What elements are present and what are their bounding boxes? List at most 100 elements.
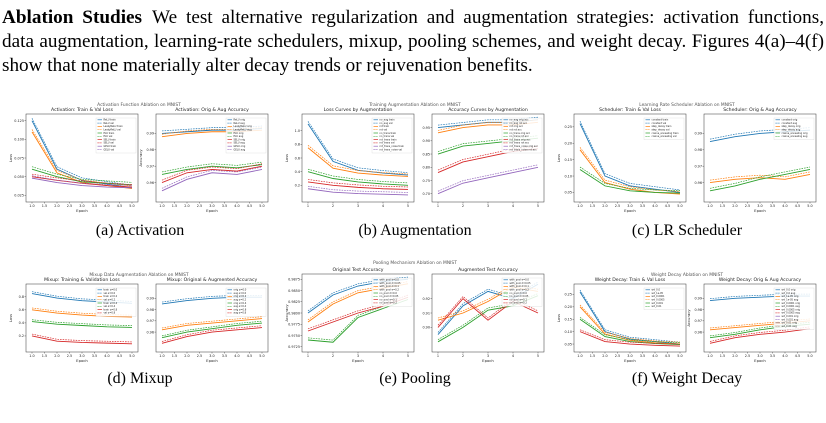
fig1-panel1-ytick-label: 0.75 — [422, 179, 430, 183]
fig1-panel0-ytick-label: 0.4 — [295, 170, 300, 174]
fig1-panel0-xtick-label: 3 — [357, 204, 359, 208]
fig0-panel0-legend-label: GELU val — [104, 148, 115, 151]
fig3-panel0-xtick-label: 1.5 — [42, 354, 47, 358]
fig5-panel0-ytick-label: 0.10 — [564, 330, 572, 334]
fig3-panel0-xtick-label: 1.0 — [29, 354, 34, 358]
fig1-panel1-legend-label: no_trans orig acc — [510, 132, 531, 135]
fig0-panel1-xtick-label: 3.0 — [209, 204, 214, 208]
fig0-panel1-ytick-label: 0.97 — [146, 165, 154, 169]
figure-activation: Activation Function Ablation on MNIST Act… — [4, 102, 274, 221]
fig4-panel0-series-dashed-3 — [307, 294, 409, 330]
fig1-panel0-legend-label: no_aug train — [380, 119, 395, 122]
fig2-panel1-xtick-label: 4.5 — [795, 204, 800, 208]
fig0-panel0-series-dashed-3 — [31, 173, 133, 185]
fig4-panel0-series-dashed-2 — [307, 297, 409, 341]
fig2-panel0-xtick-label: 1.0 — [577, 204, 582, 208]
fig3-panel0-series-2 — [31, 321, 133, 328]
fig2-panel1-xtick-label: 3.0 — [757, 204, 762, 208]
fig5-panel0-ytick-label: 0.15 — [564, 318, 572, 322]
fig1-panel1: Accuracy Curves by Augmentation 0.70 0.75 0… — [422, 107, 545, 208]
fig3-panel0-xtick-label: 3.0 — [79, 354, 84, 358]
fig0-panel1: Activation: Orig & Aug Accuracy 0.96 0.97 0… — [138, 107, 269, 213]
fig3-panel0-ytick-label: 0.6 — [19, 308, 24, 312]
fig5-panel1-xtick-label: 4.0 — [782, 354, 787, 358]
fig0-panel0-legend-label: ReLU train — [104, 119, 117, 122]
fig3-panel0-series-1 — [31, 309, 133, 318]
fig0-panel0-legend-label: ELU val — [104, 135, 113, 138]
fig4-panel0-ylabel: Accuracy — [284, 304, 289, 322]
fig2-panel0: Scheduler: Train & Val Loss 0.05 0.10 0.15 0… — [556, 107, 687, 213]
fig5-panel1-ytick-label: 0.98 — [694, 308, 702, 312]
fig5-panel0-legend-label: wd_0.01 — [652, 305, 662, 308]
fig1-panel1-series-4 — [437, 166, 539, 195]
fig3-panel0-series-dashed-2 — [31, 319, 133, 326]
fig4-panel1-legend-label: with_pool σ=0.2 — [510, 289, 530, 292]
fig2-panel0-legend-label: step_decay val — [652, 129, 670, 132]
fig3-panel1-legend-label: orig α=0.8 — [234, 308, 247, 311]
fig5-panel0-series-0 — [579, 291, 681, 345]
fig5-suptitle: Weight Decay Ablation on MNIST — [651, 272, 723, 278]
caption-mixup: (d) Mixup — [107, 370, 173, 387]
fig3-panel1-series-dashed-2 — [161, 320, 263, 337]
fig3-panel1-xtick-label: 1.0 — [159, 354, 164, 358]
fig0-panel1-series-dashed-2 — [161, 161, 263, 173]
fig5-panel0-series-dashed-0 — [579, 289, 681, 343]
fig0-panel1-xtick-label: 2.0 — [184, 204, 189, 208]
fig5-panel1-series-3 — [709, 328, 811, 344]
fig3-panel0-legend — [95, 287, 137, 317]
fig4-panel0-xtick-label: 2 — [332, 354, 334, 358]
fig3-panel0: Mixup: Training & Validation Loss 0.2 0.4 0… — [8, 277, 139, 363]
fig0-panel1-legend-label: SELU orig — [234, 138, 246, 141]
fig5-panel0-series-1 — [579, 306, 681, 345]
fig2-panel1-ytick-label: 0.99 — [694, 132, 702, 136]
fig4-panel0: Original Test Accuracy 0.9725 0.9750 0.9775… — [284, 267, 415, 363]
fig1-panel0-legend-label: rot_trans val — [380, 142, 395, 145]
fig2-panel1-legend-label: step_decay orig — [782, 125, 801, 128]
fig5-panel1-xtick-label: 3.0 — [757, 354, 762, 358]
fig0-panel1-legend-label: GELU aug — [234, 148, 246, 151]
fig2-panel1-xtick-label: 1.0 — [707, 204, 712, 208]
fig2-panel0-legend-label: constant train — [652, 119, 669, 122]
fig1-panel1-legend — [501, 117, 543, 154]
fig5-panel1-legend-label: wd_0.0005 aug — [782, 312, 801, 315]
fig0-panel1-legend-label: SELU aug — [234, 142, 246, 145]
fig0-panel1-xtick-label: 1.0 — [159, 204, 164, 208]
fig5-panel0-series-dashed-1 — [579, 304, 681, 343]
fig4-panel1-series-dashed-2 — [437, 293, 539, 340]
fig2-panel1-legend-label: cosine_annealing orig — [782, 132, 809, 135]
fig0-panel0-xtick-label: 1.5 — [42, 204, 47, 208]
fig4-panel0-legend-label: with_pool σ=0.1 — [380, 285, 400, 288]
fig2-panel1-xtick-label: 1.5 — [720, 204, 725, 208]
fig0-panel1-xtick-label: 4.5 — [247, 204, 252, 208]
fig2-panel0-series-dashed-2 — [579, 166, 681, 191]
fig0-panel1-legend-label: ELU aug — [234, 135, 244, 138]
fig2-panel1: Scheduler: Orig & Aug Accuracy 0.96 0.97 0.… — [694, 107, 817, 213]
fig0-panel0-series-dashed-0 — [31, 118, 133, 186]
fig3-panel1-legend-label: aug α=0.4 — [234, 305, 247, 308]
fig0-panel0-series-1 — [31, 131, 133, 190]
fig3-panel1-legend-label: aug α=0.2 — [234, 299, 247, 302]
fig3-panel0-legend-label: val α=0.2 — [104, 299, 116, 302]
fig5-panel0-legend-label: wd_0.001 — [652, 302, 664, 305]
fig4-panel0-legend-label: with_pool σ=0.2 — [380, 289, 400, 292]
fig5-panel0-xtick-label: 3.0 — [627, 354, 632, 358]
fig4-panel0-legend-label: with_pool σ=0.0 — [380, 279, 400, 282]
fig2-panel1-legend-label: cosine_annealing aug — [782, 135, 808, 138]
fig5-panel1: Weight Decay: Orig & Aug Accuracy 0.96 0.9… — [686, 277, 817, 363]
fig3-panel0-xtick-label: 4.0 — [104, 354, 109, 358]
fig0-panel1-legend-label: ReLU orig — [234, 119, 246, 122]
fig3-panel0-legend-label: train α=0.4 — [104, 302, 118, 305]
fig1-panel0-legend — [371, 117, 413, 154]
fig2-panel0-xtick-label: 2.5 — [615, 204, 620, 208]
fig4-suptitle: Pooling Mechanism Ablation on MNIST — [373, 260, 457, 266]
fig2-panel1-xlabel: Epoch — [754, 208, 766, 213]
fig1-panel0-legend-label: rot train — [380, 125, 390, 128]
fig1-panel1-legend-label: rot rot acc — [510, 129, 523, 132]
fig4-panel1-xtick-label: 1 — [437, 354, 439, 358]
fig0-panel0-series-4 — [31, 177, 133, 189]
fig2-panel1-legend-label: constant orig — [782, 119, 798, 122]
ablation-paragraph: Ablation Studies We test alternative regu… — [2, 6, 824, 78]
fig3-panel1-legend — [225, 287, 267, 317]
fig2-panel0-legend-label: constant val — [652, 122, 667, 125]
